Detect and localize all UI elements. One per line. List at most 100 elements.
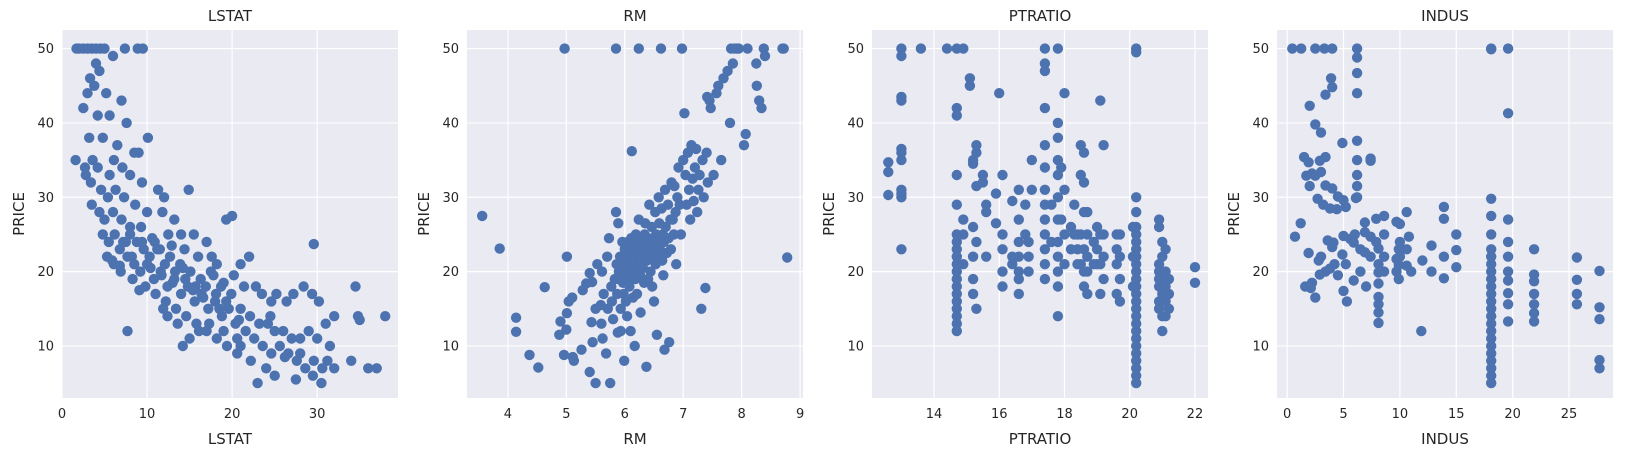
x-tick-label: 25 [1561,407,1578,422]
data-point [1095,95,1106,106]
data-point [647,281,658,292]
data-point [951,110,962,121]
data-point [329,311,340,322]
data-point [363,363,374,374]
x-tick-label: 14 [926,407,943,422]
data-point [610,206,622,218]
data-point [118,192,130,203]
data-point [1056,214,1067,225]
data-point [119,43,131,54]
data-point [997,244,1008,255]
data-point [1059,229,1070,240]
data-point [1039,259,1051,270]
y-tick-label: 50 [37,42,54,57]
data-point [951,266,962,277]
data-point [82,88,93,99]
data-point [1310,119,1321,130]
data-point [1131,318,1142,329]
data-point [1502,275,1514,286]
data-point [1013,184,1024,195]
data-point [129,259,140,270]
data-point [584,267,595,279]
data-point [238,281,250,292]
panel-rm: 4 5 6 7 8 9 10 20 30 40 50 RM RM PRICE [415,7,804,448]
data-point [245,355,256,366]
data-point [621,311,633,322]
data-point [134,285,145,296]
data-point [1486,325,1497,337]
data-point [181,311,192,322]
data-point [883,166,894,178]
data-point [177,340,188,352]
data-point [1373,299,1384,310]
data-point [586,276,598,288]
data-point [1114,229,1126,240]
scatter-series [883,43,1201,389]
data-point [1594,314,1605,325]
data-point [740,128,751,140]
data-point [1153,221,1165,233]
data-point [896,50,907,62]
data-point [1502,266,1514,277]
data-point [129,147,140,158]
data-point [1337,137,1348,149]
data-point [1486,370,1497,381]
data-point [1052,311,1064,322]
data-point [1131,333,1142,344]
data-point [1373,307,1384,318]
data-point [716,154,727,166]
data-point [1059,184,1070,195]
data-point [107,255,118,266]
data-point [226,210,238,222]
data-point [1325,73,1337,84]
data-point [1013,214,1024,225]
data-point [1131,251,1142,262]
data-point [951,236,962,248]
data-point [1026,184,1038,195]
data-point [596,266,608,277]
x-tick-label: 5 [1339,407,1347,422]
data-point [619,355,630,366]
y-tick-label: 30 [442,191,459,206]
data-point [602,251,613,262]
data-point [89,80,100,92]
data-point [1359,217,1371,228]
data-point [1303,247,1314,259]
data-point [1594,265,1605,277]
data-point [1416,325,1427,337]
data-point [629,340,640,352]
data-point [1131,236,1142,248]
data-point [1039,162,1051,173]
data-point [1378,266,1390,277]
data-point [1082,266,1093,277]
data-point [1131,303,1142,314]
x-tick-label: 10 [139,407,156,422]
data-point [1486,259,1497,270]
data-point [524,349,535,361]
data-point [1378,251,1390,262]
data-point [598,288,609,300]
data-point [1052,266,1064,277]
data-point [92,162,103,173]
data-point [1438,273,1450,284]
data-point [1486,210,1497,222]
data-point [700,282,711,294]
data-point [997,229,1008,240]
data-point [951,318,962,329]
data-point [269,325,280,337]
data-point [997,266,1008,277]
data-point [659,184,671,195]
data-point [1438,251,1450,262]
data-point [101,88,112,99]
data-point [690,143,702,155]
data-point [300,363,311,374]
data-point [1098,140,1109,151]
data-point [1131,281,1142,292]
y-tick-label: 20 [1252,265,1269,280]
data-point [286,333,297,344]
data-point [1351,135,1363,146]
data-point [288,288,299,300]
data-point [951,199,962,210]
scatter-series [477,43,793,389]
data-point [664,337,675,348]
